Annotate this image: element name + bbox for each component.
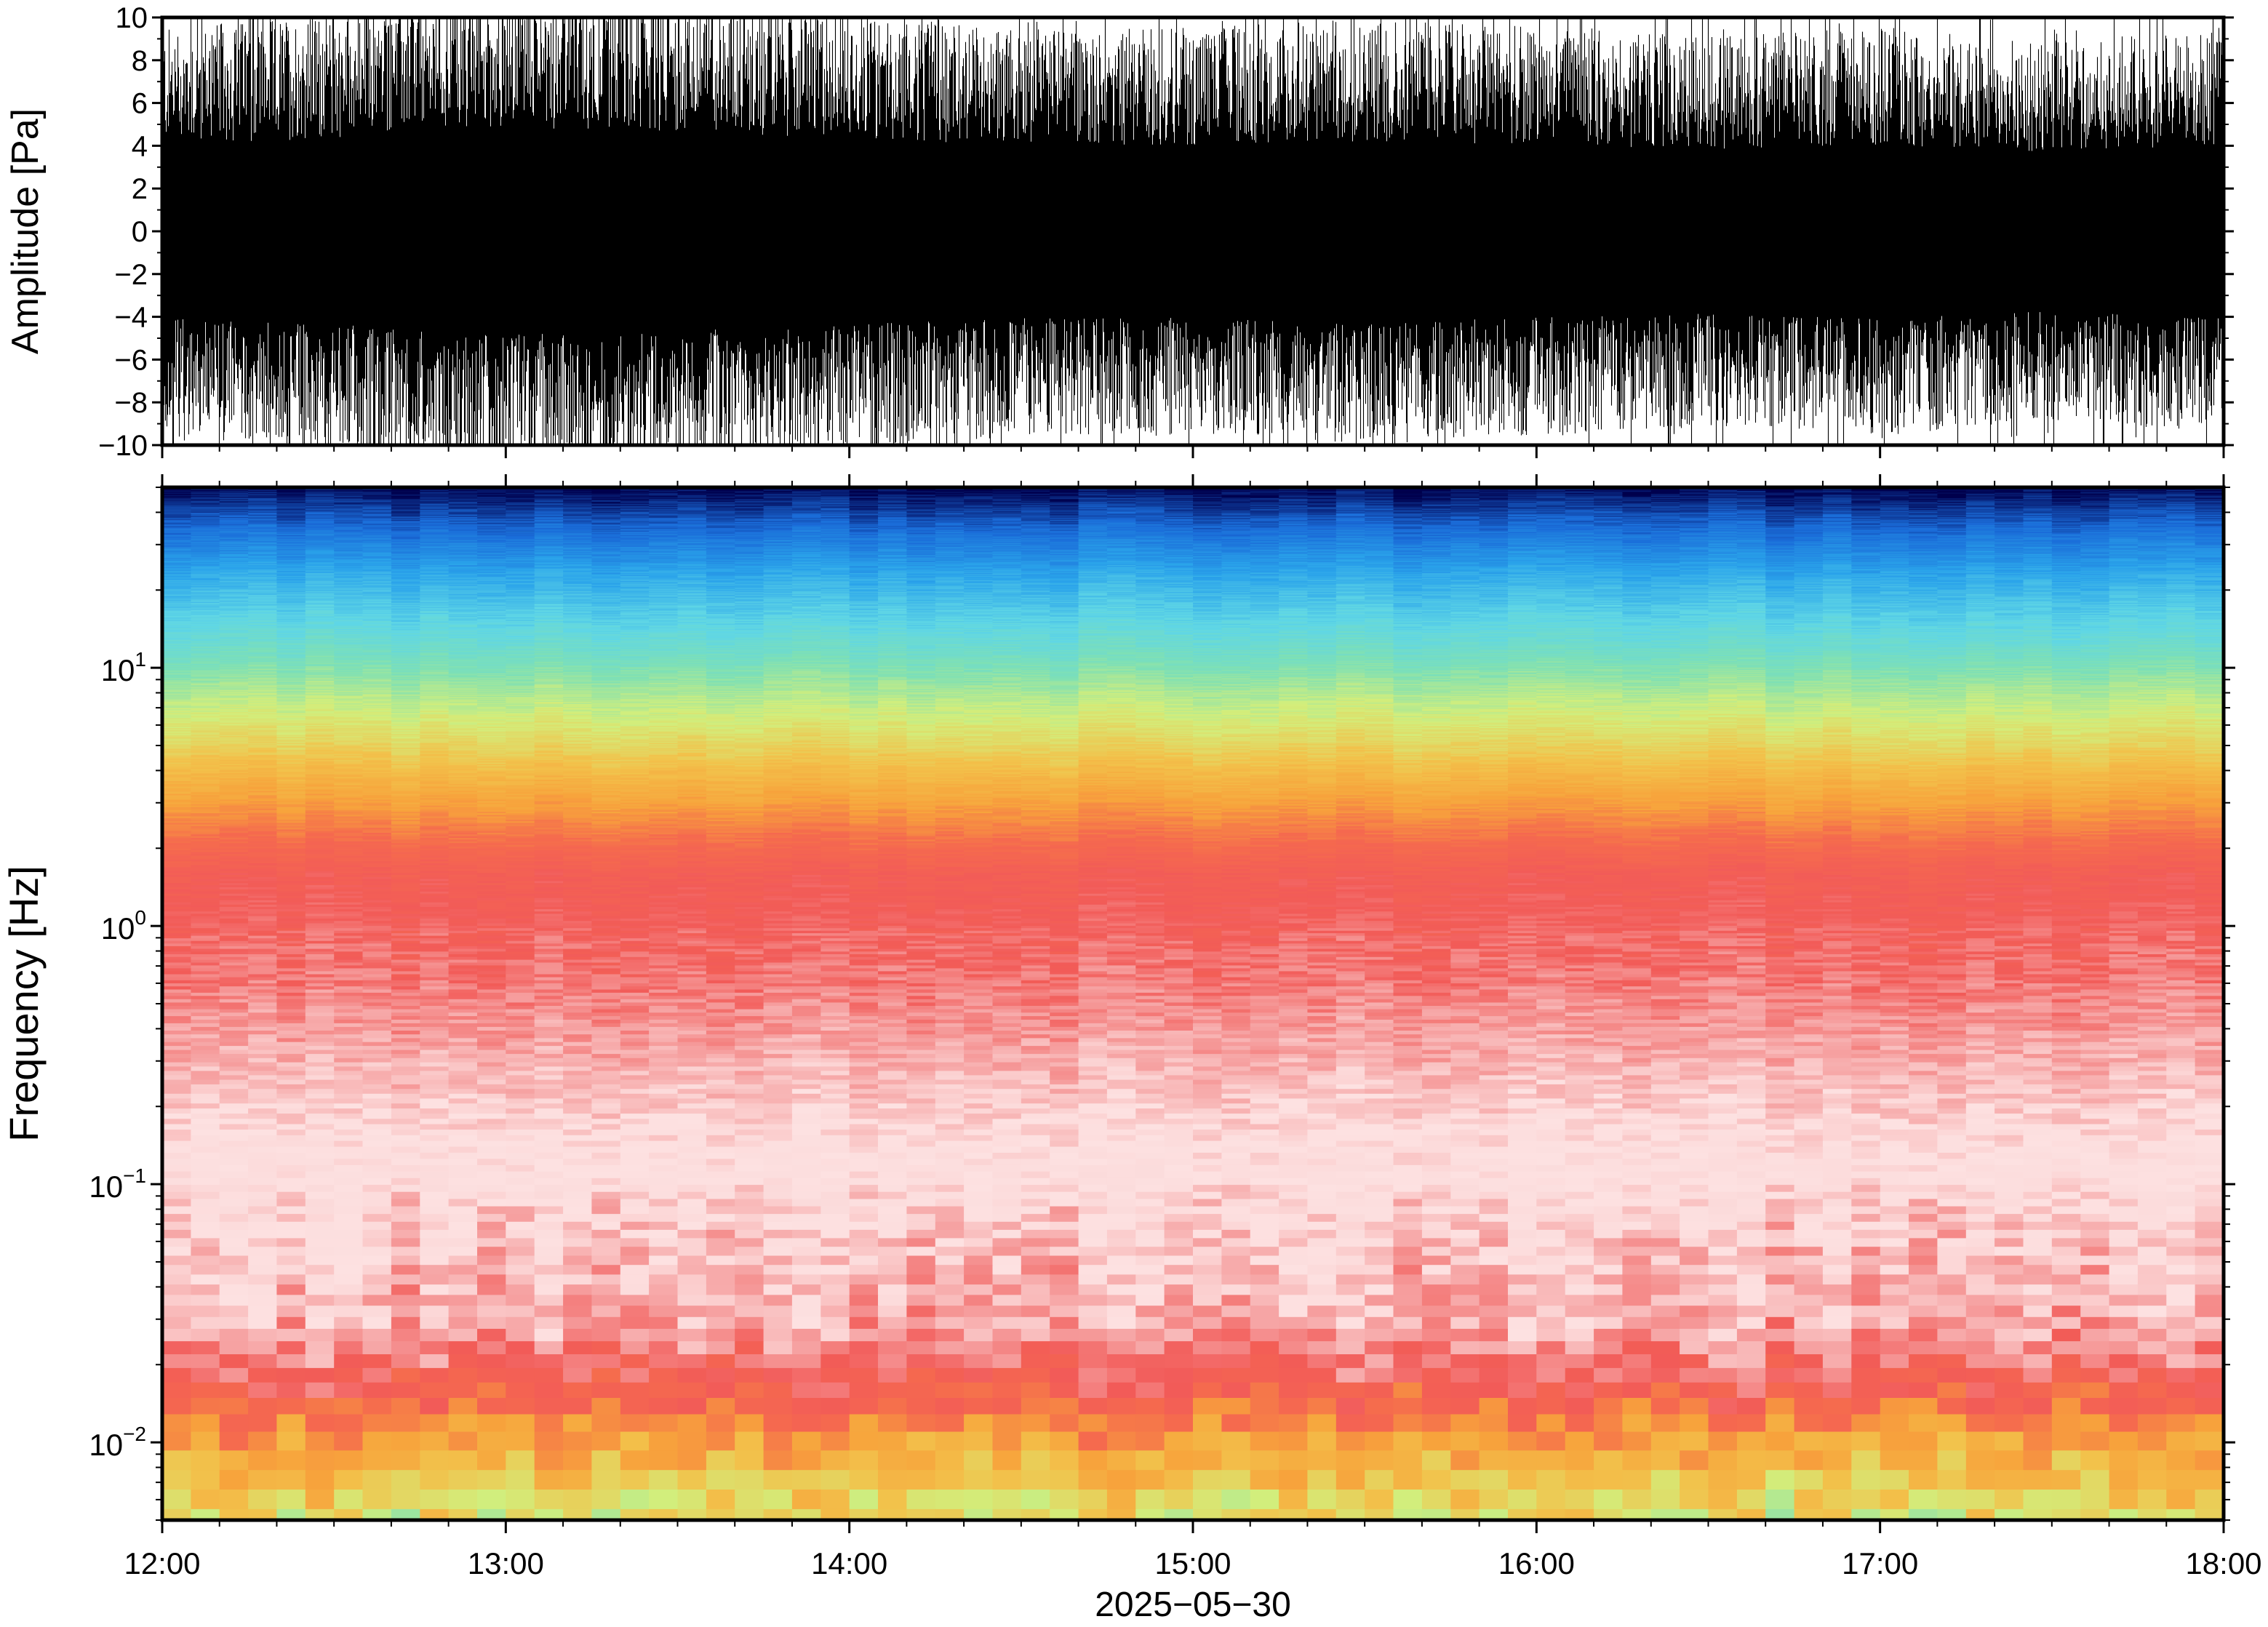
spectrogram-heatmap — [162, 487, 2224, 1521]
amplitude-y-tick-label: 0 — [132, 216, 148, 248]
amplitude-y-tick-label: 10 — [116, 2, 148, 34]
amplitude-y-tick-label: 4 — [132, 130, 148, 162]
amplitude-panel: −10 −8 −6 −4 −2 0 2 4 6 8 10 Amplitude [Pa] — [4, 2, 2234, 462]
amplitude-x-ticks — [162, 445, 2224, 458]
waveform-core — [162, 163, 2224, 300]
amplitude-y-tick-label: 6 — [132, 88, 148, 120]
amplitude-y-tick-label: −8 — [114, 387, 148, 419]
amplitude-y-tick-label: −6 — [114, 344, 148, 376]
amplitude-y-tick-label: −2 — [114, 259, 148, 291]
amplitude-y-tick-label: −10 — [98, 430, 148, 462]
amplitude-y-axis-label: Amplitude [Pa] — [4, 108, 47, 354]
amplitude-y-tick-label: 2 — [132, 173, 148, 205]
amplitude-y-tick-label: 8 — [132, 45, 148, 77]
amplitude-y-tick-label: −4 — [114, 302, 148, 334]
